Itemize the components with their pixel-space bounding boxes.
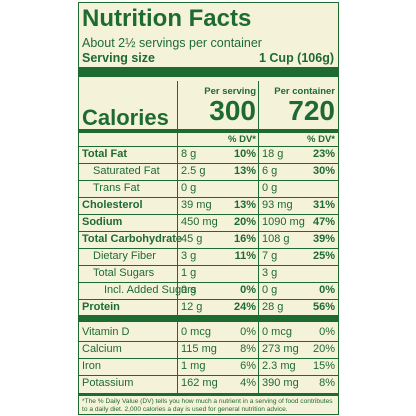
- amount: 28 g: [262, 301, 284, 313]
- amount: 45 g: [181, 233, 203, 245]
- amount: 93 mg: [262, 199, 293, 211]
- row-line: [79, 282, 338, 283]
- row-line: [79, 299, 338, 300]
- amount: 108 g: [262, 233, 290, 245]
- divider: [79, 129, 338, 133]
- amount: 0 mcg: [181, 326, 211, 338]
- amount: 162 mg: [181, 377, 218, 389]
- serving-size-label: Serving size: [82, 51, 155, 65]
- dv-percent: 0%: [240, 326, 256, 338]
- nutrient-name: Potassium: [82, 377, 134, 389]
- nutrient-name: Iron: [82, 360, 101, 372]
- column-header: Per serving: [204, 86, 256, 97]
- amount: 1 g: [181, 267, 197, 279]
- amount: 8 g: [181, 148, 197, 160]
- nutrient-name: Incl. Added Sugars: [104, 284, 197, 296]
- footnote: *The % Daily Value (DV) tells you how mu…: [82, 398, 333, 414]
- row-line: [79, 163, 338, 164]
- divider: [79, 315, 338, 322]
- dv-percent: 20%: [233, 216, 256, 228]
- dv-percent: 8%: [319, 377, 335, 389]
- amount: 0 g: [262, 284, 278, 296]
- dv-header: % DV*: [228, 134, 256, 145]
- dv-percent: 0%: [319, 284, 335, 296]
- amount: 39 mg: [181, 199, 212, 211]
- amount: 115 mg: [181, 343, 217, 355]
- nutrient-name: Protein: [82, 301, 120, 313]
- dv-percent: 39%: [312, 233, 335, 245]
- nutrient-name: Calcium: [82, 343, 122, 355]
- amount: 0 g: [181, 182, 197, 194]
- dv-percent: 47%: [312, 216, 335, 228]
- dv-percent: 13%: [233, 165, 256, 177]
- amount: 2.3 mg: [262, 360, 296, 372]
- amount: 18 g: [262, 148, 284, 160]
- calories-value: 300: [209, 95, 256, 126]
- dv-percent: 8%: [240, 343, 256, 355]
- dv-percent: 56%: [312, 301, 335, 313]
- amount: 450 mg: [181, 216, 218, 228]
- serving-size-value: 1 Cup (106g): [258, 51, 334, 65]
- title: Nutrition Facts: [82, 5, 252, 32]
- nutrient-name: Trans Fat: [93, 182, 140, 194]
- dv-percent: 23%: [312, 148, 335, 160]
- calories-value: 720: [288, 95, 335, 126]
- divider: [79, 393, 338, 396]
- nutrient-name: Saturated Fat: [93, 165, 160, 177]
- nutrient-name: Sodium: [82, 216, 123, 228]
- dv-percent: 31%: [312, 199, 335, 211]
- amount: 1 mg: [181, 360, 206, 372]
- dv-percent: 20%: [312, 343, 335, 355]
- row-line: [79, 197, 338, 198]
- dv-percent: 24%: [233, 301, 256, 313]
- nutrient-name: Cholesterol: [82, 199, 143, 211]
- row-line: [79, 265, 338, 266]
- amount: 0 g: [262, 182, 278, 194]
- dv-percent: 25%: [312, 250, 335, 262]
- nutrient-name: Dietary Fiber: [93, 250, 156, 262]
- dv-percent: 0%: [240, 284, 256, 296]
- amount: 3 g: [262, 267, 278, 279]
- amount: 6 g: [262, 165, 278, 177]
- dv-percent: 16%: [233, 233, 256, 245]
- amount: 273 mg: [262, 343, 299, 355]
- amount: 390 mg: [262, 377, 299, 389]
- nutrient-name: Total Sugars: [93, 267, 155, 279]
- column-line: [177, 81, 178, 394]
- row-line: [79, 214, 338, 215]
- nutrient-name: Total Carbohydrate: [82, 233, 183, 245]
- dv-percent: 11%: [234, 250, 256, 262]
- dv-percent: 0%: [319, 326, 335, 338]
- column-line: [258, 81, 259, 394]
- calories-label: Calories: [82, 105, 169, 130]
- column-header: Per container: [274, 86, 335, 97]
- row-line: [79, 146, 338, 147]
- row-line: [79, 248, 338, 249]
- nutrient-name: Vitamin D: [82, 326, 130, 338]
- dv-percent: 15%: [312, 360, 335, 372]
- servings: About 2½ servings per container: [82, 36, 262, 50]
- dv-percent: 13%: [233, 199, 256, 211]
- amount: 1090 mg: [262, 216, 305, 228]
- row-line: [79, 341, 338, 342]
- divider: [79, 67, 338, 77]
- row-line: [79, 358, 338, 359]
- nutrient-name: Total Fat: [82, 148, 128, 160]
- amount: 2.5 g: [181, 165, 206, 177]
- amount: 0 mcg: [262, 326, 292, 338]
- nutrition-label: Nutrition Facts About 2½ servings per co…: [78, 2, 339, 415]
- amount: 0 g: [181, 284, 197, 296]
- dv-header: % DV*: [307, 134, 335, 145]
- dv-percent: 6%: [240, 360, 256, 372]
- row-line: [79, 375, 338, 376]
- dv-percent: 4%: [240, 377, 256, 389]
- row-line: [79, 231, 338, 232]
- row-line: [79, 180, 338, 181]
- amount: 7 g: [262, 250, 278, 262]
- dv-percent: 30%: [312, 165, 335, 177]
- dv-percent: 10%: [233, 148, 256, 160]
- amount: 12 g: [181, 301, 203, 313]
- amount: 3 g: [181, 250, 197, 262]
